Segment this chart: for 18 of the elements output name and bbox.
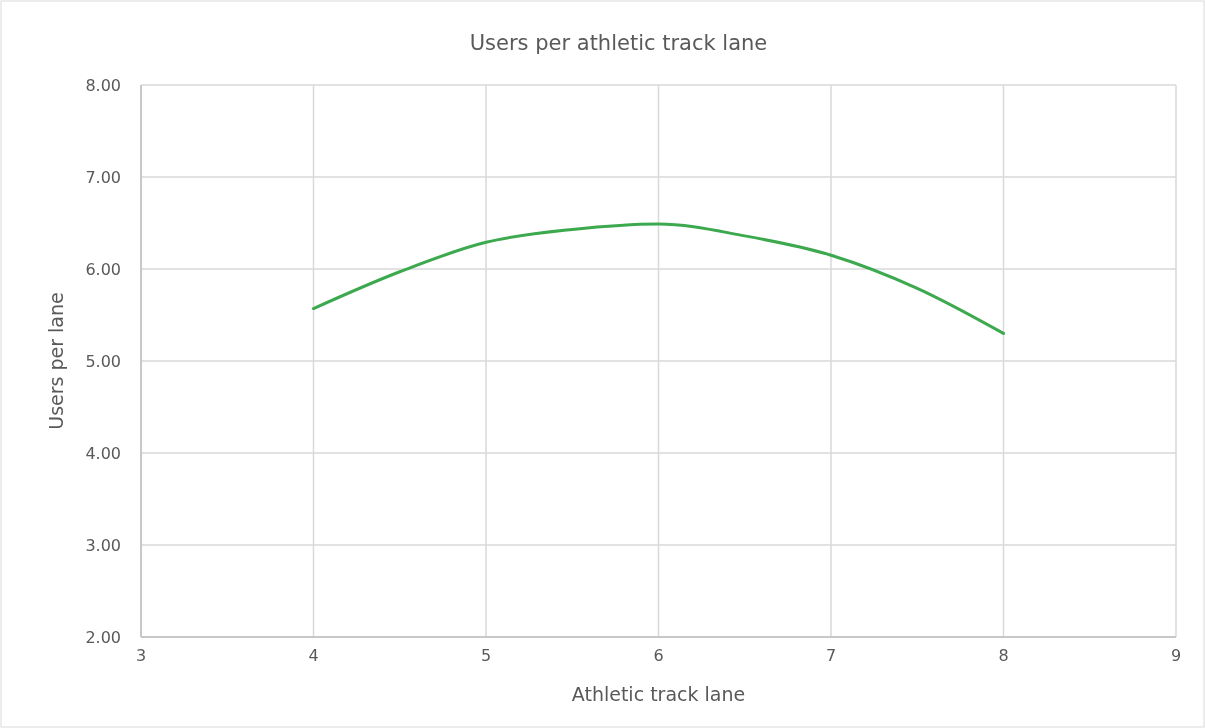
line-series: [312, 222, 1005, 335]
y-tick-label: 3.00: [85, 536, 121, 555]
x-tick-label: 7: [825, 646, 837, 665]
y-tick-label: 2.00: [85, 628, 121, 647]
y-axis-title: Users per lane: [45, 292, 67, 430]
x-tick-label: 3: [135, 646, 147, 665]
y-tick-label: 4.00: [85, 444, 121, 463]
x-tick-label: 9: [1170, 646, 1182, 665]
x-tick-label: 8: [998, 646, 1009, 665]
x-tick-label: 6: [653, 646, 664, 665]
x-axis-title: Athletic track lane: [571, 683, 746, 705]
y-tick-label: 5.00: [85, 352, 121, 371]
y-tick-label: 7.00: [85, 168, 121, 187]
chart-title: Users per athletic track lane: [469, 31, 768, 55]
x-tick-label: 5: [480, 646, 492, 665]
y-tick-label: 8.00: [85, 76, 121, 95]
x-tick-label: 4: [308, 646, 319, 665]
y-tick-label: 6.00: [85, 260, 121, 279]
